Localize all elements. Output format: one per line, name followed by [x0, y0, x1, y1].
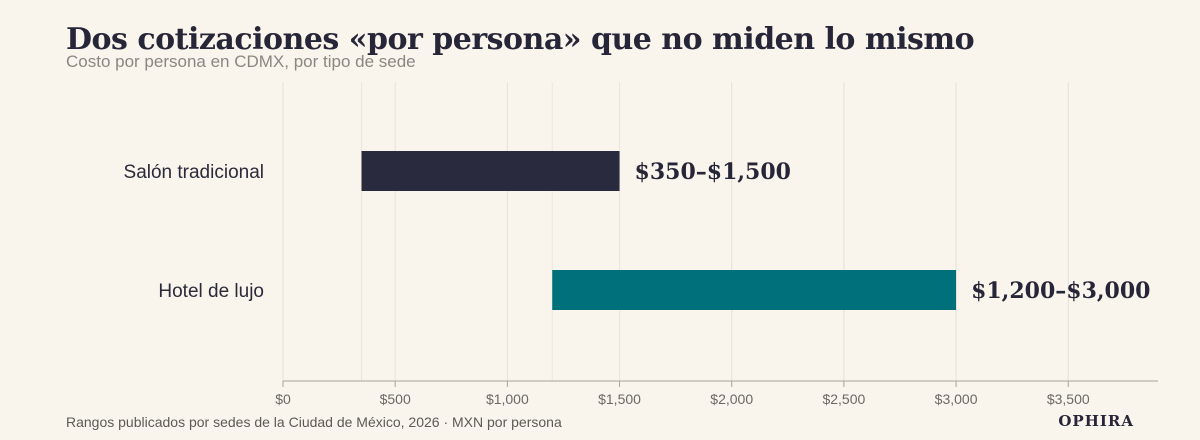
range-bar — [552, 270, 957, 310]
brand-logo: OPHIRA — [1058, 412, 1134, 430]
labels: Salón tradicional $350–$1,500 Hotel de luj… — [124, 159, 1151, 304]
range-value-label: $350–$1,500 — [635, 159, 791, 185]
chart-title: Dos cotizaciones «por persona» que no mi… — [66, 22, 975, 57]
range-value-label: $1,200–$3,000 — [971, 278, 1150, 304]
x-tick-label: $3,000 — [935, 391, 978, 407]
chart-subtitle: Costo por persona en CDMX, por tipo de s… — [66, 52, 416, 71]
category-label: Hotel de lujo — [158, 281, 264, 302]
x-tick-label: $1,500 — [598, 391, 641, 407]
gridlines — [282, 82, 1069, 381]
range-bar — [361, 151, 620, 191]
range-bars — [361, 151, 957, 310]
x-tick-label: $1,000 — [486, 391, 529, 407]
x-tick-label: $500 — [380, 391, 411, 407]
x-tick-label: $0 — [275, 391, 291, 407]
x-tick-label: $3,500 — [1047, 391, 1090, 407]
x-axis: $0 $500 $1,000 $1,500 $2,000 $2,500 $3,000 $3,5… — [275, 380, 1158, 407]
category-label: Salón tradicional — [124, 162, 264, 183]
x-tick-label: $2,000 — [710, 391, 753, 407]
source-note: Rangos publicados por sedes de la Ciudad… — [66, 414, 562, 430]
range-bar-chart: $0 $500 $1,000 $1,500 $2,000 $2,500 $3,000 $3,5… — [124, 82, 1158, 407]
x-tick-label: $2,500 — [822, 391, 865, 407]
